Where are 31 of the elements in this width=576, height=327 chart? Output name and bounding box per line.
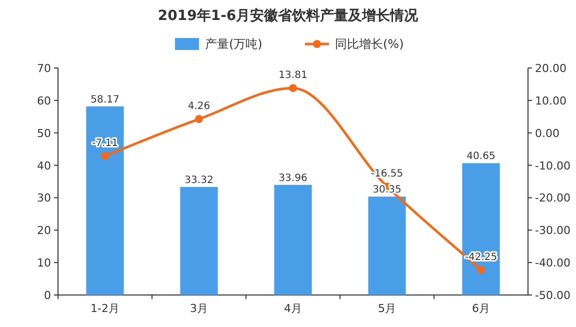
- data-label: 33.32: [184, 174, 214, 186]
- data-label: -7.11: [92, 138, 118, 149]
- data-label: 4.26: [188, 101, 210, 112]
- y-tick-label: 0: [44, 289, 51, 302]
- x-tick-label: 3月: [190, 302, 208, 315]
- y-tick-label: 30: [37, 192, 51, 205]
- y2-tick-label: 0.00: [535, 126, 560, 140]
- y2-tick-label: -40.00: [535, 256, 570, 270]
- y2-tick-label: -30.00: [535, 224, 570, 238]
- legend-label: 产量(万吨): [205, 37, 262, 51]
- x-tick-label: 6月: [472, 302, 490, 315]
- legend-label: 同比增长(%): [335, 37, 404, 51]
- y2-tick-label: -20.00: [535, 192, 570, 205]
- chart-title: 2019年1-6月安徽省饮料产量及增长情况: [158, 7, 420, 24]
- x-tick-label: 1-2月: [90, 302, 120, 315]
- data-label: 33.96: [278, 172, 308, 184]
- y-tick-label: 70: [37, 62, 51, 75]
- y-tick-label: 50: [37, 126, 51, 140]
- y2-tick-label: 10.00: [535, 94, 566, 108]
- x-tick-label: 5月: [378, 302, 396, 315]
- x-tick-label: 4月: [284, 302, 302, 315]
- data-label: 40.65: [466, 151, 496, 162]
- y-tick-label: 10: [37, 256, 51, 270]
- y2-tick-label: -50.00: [535, 289, 570, 302]
- y2-tick-label: -10.00: [535, 159, 570, 172]
- y-tick-label: 60: [37, 94, 51, 108]
- data-label: 13.81: [278, 70, 308, 82]
- data-label: 58.17: [90, 94, 120, 106]
- y-tick-label: 20: [37, 224, 51, 238]
- y-tick-label: 40: [37, 159, 51, 172]
- y2-tick-label: 20.00: [535, 62, 566, 75]
